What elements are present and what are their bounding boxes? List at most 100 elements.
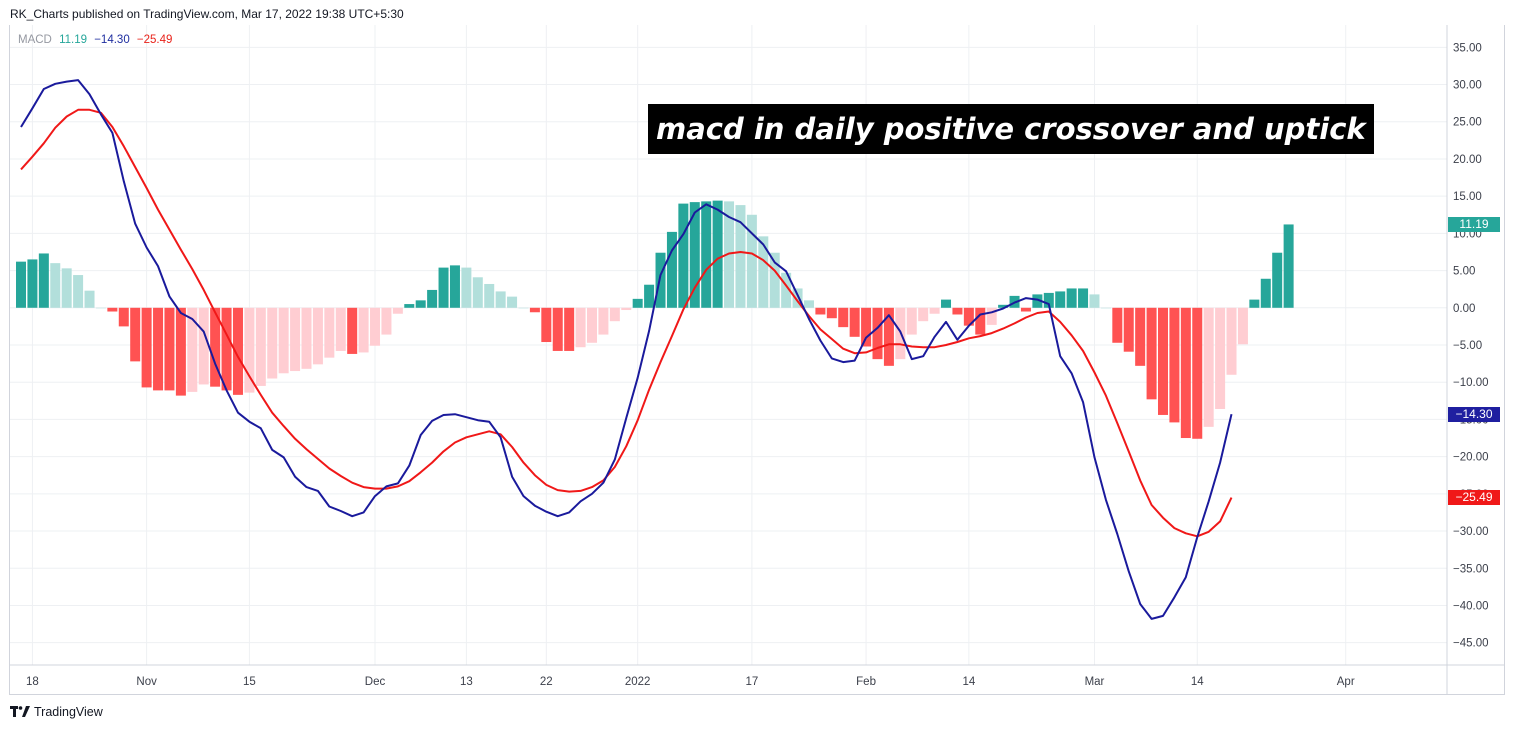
histogram-bar [84, 290, 95, 308]
histogram-bar [347, 307, 358, 354]
histogram-bar [255, 307, 266, 386]
histogram-bar [267, 307, 278, 379]
y-tick-label: −20.00 [1453, 452, 1489, 464]
publish-info: RK_Charts published on TradingView.com, … [10, 7, 404, 21]
macd-line [20, 79, 1233, 620]
histogram-bar [141, 307, 152, 388]
histogram-bar [838, 307, 849, 328]
histogram-bar [484, 283, 495, 308]
histogram-bar [575, 307, 586, 348]
x-tick-label: 17 [745, 676, 758, 688]
footer-brand[interactable]: TradingView [10, 705, 103, 719]
histogram-bar [61, 268, 72, 308]
histogram-bar [278, 307, 289, 374]
y-tick-label: 25.00 [1453, 117, 1482, 129]
histogram-bar [1066, 288, 1077, 308]
histogram-bar [198, 307, 209, 385]
legend-histogram-value: 11.19 [59, 34, 88, 46]
histogram-bar [1226, 307, 1237, 375]
chart-frame: 35.00 30.00 25.00 20.00 15.00 10.00 5.00 0.00 −5… [9, 25, 1505, 695]
histogram-bar [963, 307, 974, 326]
histogram-bar [107, 307, 118, 312]
histogram-bar [1043, 292, 1054, 308]
histogram-bar [1180, 307, 1191, 439]
x-tick-label: Dec [365, 676, 386, 688]
y-tick-label: 5.00 [1453, 266, 1475, 278]
histogram-bar [130, 307, 141, 362]
histogram-bar [301, 307, 312, 369]
histogram-bar [644, 284, 655, 308]
histogram-bar [415, 300, 426, 308]
histogram-bar [701, 201, 712, 308]
x-tick-label: Feb [856, 676, 876, 688]
histogram-bar [849, 307, 860, 337]
histogram-bar [290, 307, 301, 372]
histogram-bar [495, 291, 506, 308]
x-tick-label: Nov [136, 676, 157, 688]
histogram-bar [609, 307, 620, 322]
y-tick-label: −30.00 [1453, 526, 1489, 538]
histogram-bar [724, 201, 735, 308]
histogram-bar [564, 307, 575, 351]
histogram-bar [541, 307, 552, 343]
price-tag-histogram: 11.19 [1448, 217, 1500, 233]
histogram-bar [370, 307, 381, 346]
histogram-bar [1192, 307, 1203, 439]
histogram-bar [1055, 291, 1066, 308]
histogram-bar [998, 304, 1009, 308]
y-tick-label: −35.00 [1453, 563, 1489, 575]
histogram-bar [175, 307, 186, 396]
histogram-bar [16, 261, 26, 308]
histogram-bar [232, 307, 243, 395]
histogram-bar [427, 289, 438, 308]
histogram-bar [73, 275, 84, 308]
footer-brand-label: TradingView [34, 705, 103, 719]
histogram-bar [335, 307, 346, 351]
histogram-bar [689, 202, 700, 308]
y-tick-label: 35.00 [1453, 42, 1482, 54]
price-tag-signal: −25.49 [1448, 489, 1500, 505]
histogram-bar [598, 307, 609, 335]
histogram-bar [472, 277, 483, 308]
y-tick-label: 0.00 [1453, 303, 1475, 315]
histogram-bar [883, 307, 894, 366]
y-tick-label: 20.00 [1453, 154, 1482, 166]
macd-chart[interactable]: 35.0030.0025.0020.0015.0010.005.000.00−5… [9, 25, 1505, 695]
histogram-bar [358, 307, 369, 353]
histogram-bar [438, 267, 449, 308]
histogram-bar [404, 304, 415, 308]
y-tick-label: 15.00 [1453, 191, 1482, 203]
chart-annotation[interactable]: macd in daily positive crossover and upt… [648, 104, 1374, 154]
y-tick-label: −40.00 [1453, 600, 1489, 612]
price-tag-macd: −14.30 [1448, 406, 1500, 422]
histogram-bar [1032, 294, 1043, 308]
histogram-bar [50, 263, 61, 308]
histogram-bar [906, 307, 917, 335]
y-tick-label: 30.00 [1453, 80, 1482, 92]
histogram-bar [529, 307, 540, 313]
histogram-bar [392, 307, 403, 314]
tradingview-logo-icon [10, 706, 30, 717]
histogram-bar [781, 272, 792, 308]
histogram-bar [38, 253, 49, 308]
histogram-bar [1146, 307, 1157, 400]
x-tick-label: 14 [1191, 676, 1204, 688]
histogram-bar [1135, 307, 1146, 366]
histogram-bar [153, 307, 164, 391]
histogram-bar [1169, 307, 1180, 423]
x-tick-label: 22 [540, 676, 553, 688]
histogram-bar [518, 307, 529, 309]
histogram-bar [941, 299, 952, 308]
histogram-bar [1112, 307, 1123, 343]
histogram-bar [95, 307, 106, 309]
histogram-bar [746, 214, 757, 308]
histogram-bar [244, 307, 255, 393]
histogram-bar [826, 307, 837, 319]
histogram-bar [118, 307, 129, 327]
x-tick-label: Mar [1085, 676, 1105, 688]
indicator-legend[interactable]: MACD 11.19 −14.30 −25.49 [18, 34, 176, 46]
histogram-bar [221, 307, 232, 391]
legend-indicator-name: MACD [18, 34, 52, 46]
histogram-bar [621, 307, 632, 311]
histogram-bar [678, 203, 689, 308]
